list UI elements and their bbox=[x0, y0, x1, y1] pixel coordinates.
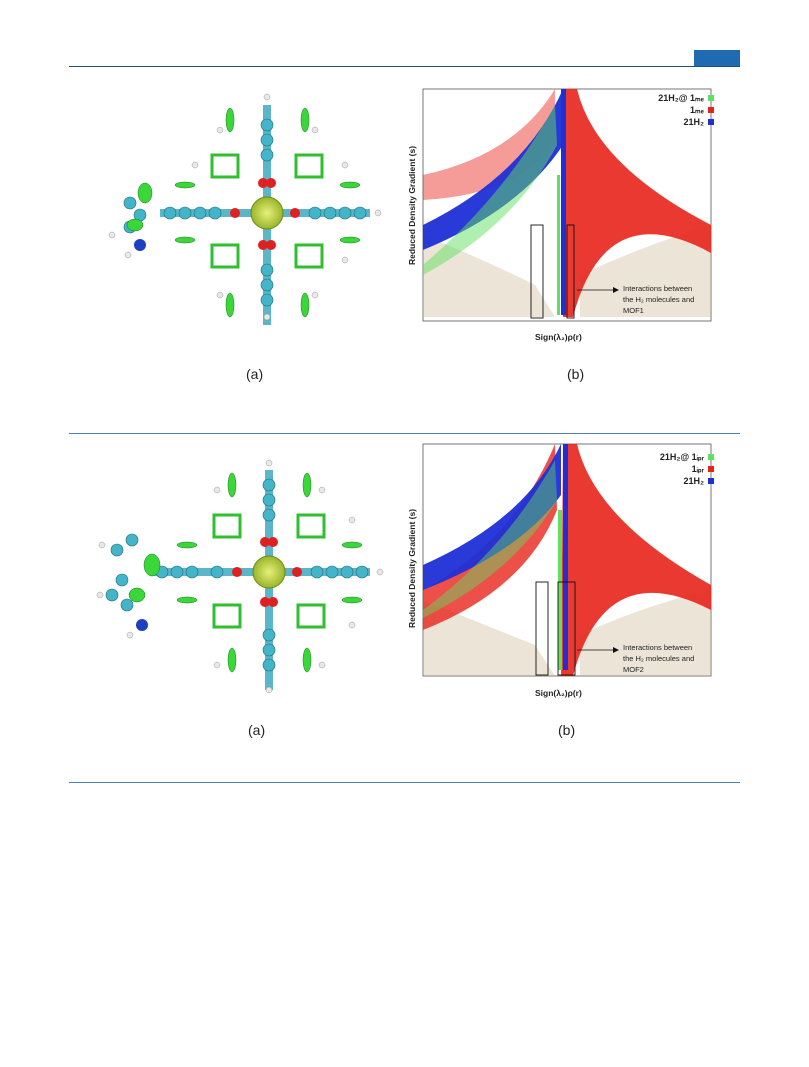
molecule-mof1 bbox=[108, 93, 382, 325]
legend-2-mof: 1ᵢₚᵣ bbox=[691, 464, 704, 474]
ylabel-1: Reduced Density Gradient (s) bbox=[407, 145, 417, 265]
caption-1b: (b) bbox=[567, 366, 585, 382]
ylabel-2: Reduced Density Gradient (s) bbox=[407, 508, 417, 628]
xlabel-1: Sign(λ₂)ρ(r) bbox=[535, 332, 582, 342]
divider-rule-2 bbox=[69, 782, 740, 783]
nci-plot-1 bbox=[422, 88, 714, 322]
xlabel-2: Sign(λ₂)ρ(r) bbox=[535, 688, 582, 698]
legend-1-h2: 21H₂ bbox=[683, 117, 704, 127]
caption-2a: (a) bbox=[248, 722, 266, 738]
legend-2-complex: 21H₂@ 1ᵢₚᵣ bbox=[659, 452, 704, 462]
annotation-1: Interactions between the H₂ molecules an… bbox=[623, 284, 695, 315]
annotation-2: Interactions between the H₂ molecules an… bbox=[623, 643, 695, 674]
molecule-mof2 bbox=[96, 459, 384, 694]
caption-2b: (b) bbox=[558, 722, 576, 738]
nci-plot-2 bbox=[422, 443, 714, 677]
legend-1-complex: 21H₂@ 1ₘₑ bbox=[658, 93, 704, 103]
divider-rule-1 bbox=[69, 433, 740, 434]
caption-1a: (a) bbox=[246, 366, 264, 382]
header-rule bbox=[69, 66, 740, 67]
legend-2-h2: 21H₂ bbox=[683, 476, 704, 486]
legend-1-mof: 1ₘₑ bbox=[690, 105, 704, 115]
header-accent-block bbox=[694, 50, 740, 66]
